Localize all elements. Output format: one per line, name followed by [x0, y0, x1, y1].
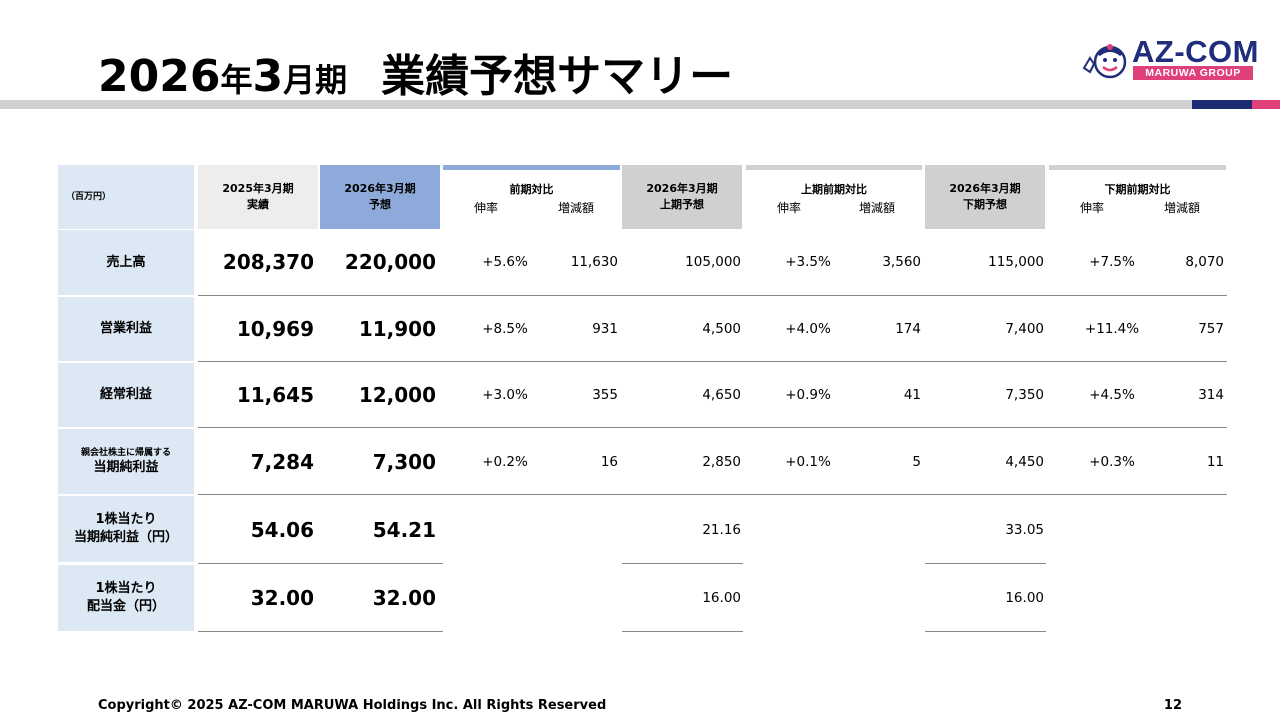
header-h2yoy-topbar: [1049, 165, 1226, 170]
cell-op-fy2025: 10,969: [236, 317, 314, 341]
header-divider: [0, 100, 1280, 109]
header-h2yoy: 下期前期対比 伸率 増減額: [1079, 183, 1200, 215]
title-month: 3: [252, 51, 284, 102]
row-label-operating-profit: 営業利益: [58, 297, 194, 361]
cell-ord-yoy-diff: 355: [592, 387, 618, 403]
row-divider: [198, 631, 443, 632]
row-divider: [925, 563, 1046, 564]
cell-dps-fy2026: 32.00: [372, 586, 436, 610]
title-period: 月期: [283, 61, 348, 99]
cell-sales-fy2026: 220,000: [344, 250, 436, 274]
row-divider: [198, 427, 1227, 428]
company-logo: AZ-COM MARUWA GROUP: [1080, 34, 1258, 84]
cell-op-h2-diff: 757: [1198, 321, 1224, 337]
cell-ord-h2-rate: +4.5%: [1089, 387, 1135, 403]
cell-sales-fy2025: 208,370: [222, 250, 314, 274]
cell-net-h2: 4,450: [1005, 454, 1044, 470]
header-h2: 2026年3月期 下期予想: [925, 165, 1045, 229]
row-label-net-income: 親会社株主に帰属する 当期純利益: [58, 429, 194, 494]
row-divider: [622, 631, 743, 632]
unit-header: （百万円）: [58, 165, 194, 229]
row-divider: [198, 361, 1227, 362]
cell-ord-h1-rate: +0.9%: [785, 387, 831, 403]
header-h1yoy: 上期前期対比 伸率 増減額: [776, 183, 895, 215]
logo-subtitle: MARUWA GROUP: [1133, 66, 1253, 80]
title-summary: 業績予想サマリー: [381, 51, 734, 102]
cell-op-h2: 7,400: [1005, 321, 1044, 337]
cell-ord-yoy-rate: +3.0%: [482, 387, 528, 403]
row-divider: [198, 494, 1227, 495]
header-fy2025: 2025年3月期 実績: [198, 165, 318, 229]
cell-eps-fy2025: 54.06: [250, 518, 314, 542]
row-label-ordinary-profit: 経常利益: [58, 363, 194, 427]
cell-op-yoy-diff: 931: [592, 321, 618, 337]
page-title: 2026年3月期 業績予想サマリー: [98, 40, 733, 104]
cell-eps-h2: 33.05: [1005, 522, 1044, 538]
cell-eps-fy2026: 54.21: [372, 518, 436, 542]
cell-op-yoy-rate: +8.5%: [482, 321, 528, 337]
cell-net-h2-rate: +0.3%: [1089, 454, 1135, 470]
page-number: 12: [1163, 698, 1182, 713]
header-h1: 2026年3月期 上期予想: [622, 165, 742, 229]
cell-ord-h1: 4,650: [702, 387, 741, 403]
cell-sales-h1-diff: 3,560: [882, 254, 921, 270]
header-h1yoy-topbar: [746, 165, 922, 170]
row-label-dps: 1株当たり 配当金（円）: [58, 565, 194, 631]
cell-sales-yoy-diff: 11,630: [570, 254, 618, 270]
title-nen: 年: [220, 61, 253, 99]
cell-sales-h1: 105,000: [685, 254, 741, 270]
header-yoy: 前期対比 伸率 増減額: [473, 183, 594, 215]
row-divider: [925, 631, 1046, 632]
copyright-footer: Copyright© 2025 AZ-COM MARUWA Holdings I…: [98, 698, 607, 713]
cell-net-yoy-rate: +0.2%: [482, 454, 528, 470]
cell-dps-fy2025: 32.00: [250, 586, 314, 610]
cell-ord-fy2025: 11,645: [236, 383, 314, 407]
cell-op-h1: 4,500: [702, 321, 741, 337]
cell-dps-h2: 16.00: [1005, 590, 1044, 606]
row-divider: [622, 563, 743, 564]
cell-net-h1-rate: +0.1%: [785, 454, 831, 470]
header-fy2026: 2026年3月期 予想: [320, 165, 440, 229]
cell-op-h1-rate: +4.0%: [785, 321, 831, 337]
header-yoy-topbar: [443, 165, 620, 170]
title-year: 2026: [98, 51, 221, 102]
cell-op-fy2026: 11,900: [358, 317, 436, 341]
cell-op-h1-diff: 174: [895, 321, 921, 337]
row-divider: [198, 295, 1227, 296]
cell-ord-h1-diff: 41: [903, 387, 921, 403]
cell-eps-h1: 21.16: [702, 522, 741, 538]
header-accent-pink: [1252, 100, 1280, 109]
cell-net-fy2025: 7,284: [250, 450, 314, 474]
cell-ord-fy2026: 12,000: [358, 383, 436, 407]
cell-op-h2-rate: +11.4%: [1084, 321, 1140, 337]
cell-ord-h2-diff: 314: [1198, 387, 1224, 403]
cell-sales-yoy-rate: +5.6%: [482, 254, 528, 270]
cell-net-h2-diff: 11: [1206, 454, 1224, 470]
cell-sales-h2-rate: +7.5%: [1089, 254, 1135, 270]
cell-sales-h1-rate: +3.5%: [785, 254, 831, 270]
header-accent-navy: [1192, 100, 1252, 109]
logo-wordmark: AZ-COM: [1132, 34, 1259, 69]
cell-sales-h2: 115,000: [988, 254, 1044, 270]
cell-net-h1: 2,850: [702, 454, 741, 470]
cell-net-fy2026: 7,300: [372, 450, 436, 474]
cell-ord-h2: 7,350: [1005, 387, 1044, 403]
mascot-icon: [1082, 44, 1127, 79]
row-divider: [198, 563, 443, 564]
row-label-eps: 1株当たり 当期純利益（円）: [58, 496, 194, 562]
cell-sales-h2-diff: 8,070: [1185, 254, 1224, 270]
row-label-sales: 売上高: [58, 230, 194, 295]
cell-dps-h1: 16.00: [702, 590, 741, 606]
cell-net-yoy-diff: 16: [600, 454, 618, 470]
cell-net-h1-diff: 5: [912, 454, 921, 470]
